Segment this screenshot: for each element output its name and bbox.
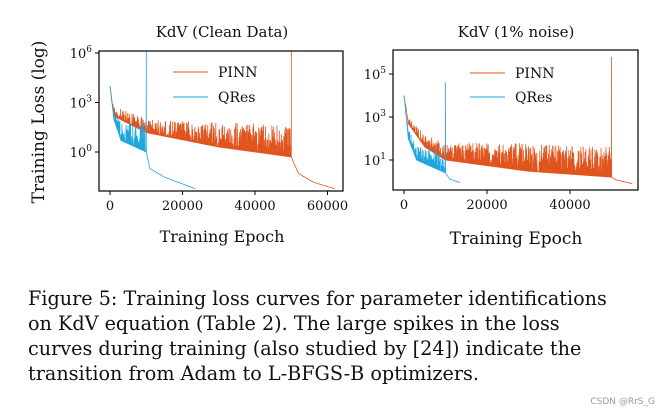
caption-line: transition from Adam to L-BFGS-B optimiz… [28,362,479,385]
legend-label-qres: QRes [218,90,256,106]
y-tick-label: 106 [70,45,93,62]
plot-area [109,51,335,190]
axes-frame [98,50,344,192]
series-line-pinn [403,56,633,184]
y-tick-label: 100 [70,144,93,161]
chart-title: KdV (1% noise) [458,23,575,41]
x-tick-label: 60000 [307,199,348,214]
x-tick-label: 40000 [549,198,590,213]
x-tick-label: 40000 [234,199,275,214]
axes-frame [392,49,639,191]
x-tick-label: 0 [400,198,408,213]
legend-label-pinn: PINN [515,66,554,82]
y-tick-label: 101 [364,152,386,169]
x-tick-label: 20000 [162,199,203,214]
chart-clean-data: KdV (Clean Data) Training Loss (log) Tra… [29,23,348,246]
figure-charts: KdV (Clean Data) Training Loss (log) Tra… [29,23,639,249]
chart-title: KdV (Clean Data) [156,23,289,41]
watermark: CSDN @RrS_G [590,397,655,407]
plot-area [403,56,633,184]
chart-1pct-noise: KdV (1% noise) Training Epoch 0 20000 4000… [364,23,639,249]
x-tick-label: 0 [106,199,114,214]
caption-line: curves during training (also studied by … [28,337,582,360]
series-line-qres [403,82,461,183]
y-tick-label: 103 [70,95,93,112]
y-tick-label: 105 [364,66,387,83]
y-axis-label: Training Loss (log) [29,41,49,204]
legend-label-qres: QRes [515,90,553,106]
series-line-qres [109,51,196,190]
figure-caption: Figure 5: Training loss curves for param… [28,286,658,386]
y-tick-label: 103 [364,109,387,126]
caption-line: on KdV equation (Table 2). The large spi… [28,312,560,335]
x-axis-label: Training Epoch [160,227,285,246]
legend-label-pinn: PINN [218,65,257,81]
x-axis-label: Training Epoch [450,229,583,249]
x-tick-label: 20000 [466,198,507,213]
caption-line: Figure 5: Training loss curves for param… [28,287,607,310]
